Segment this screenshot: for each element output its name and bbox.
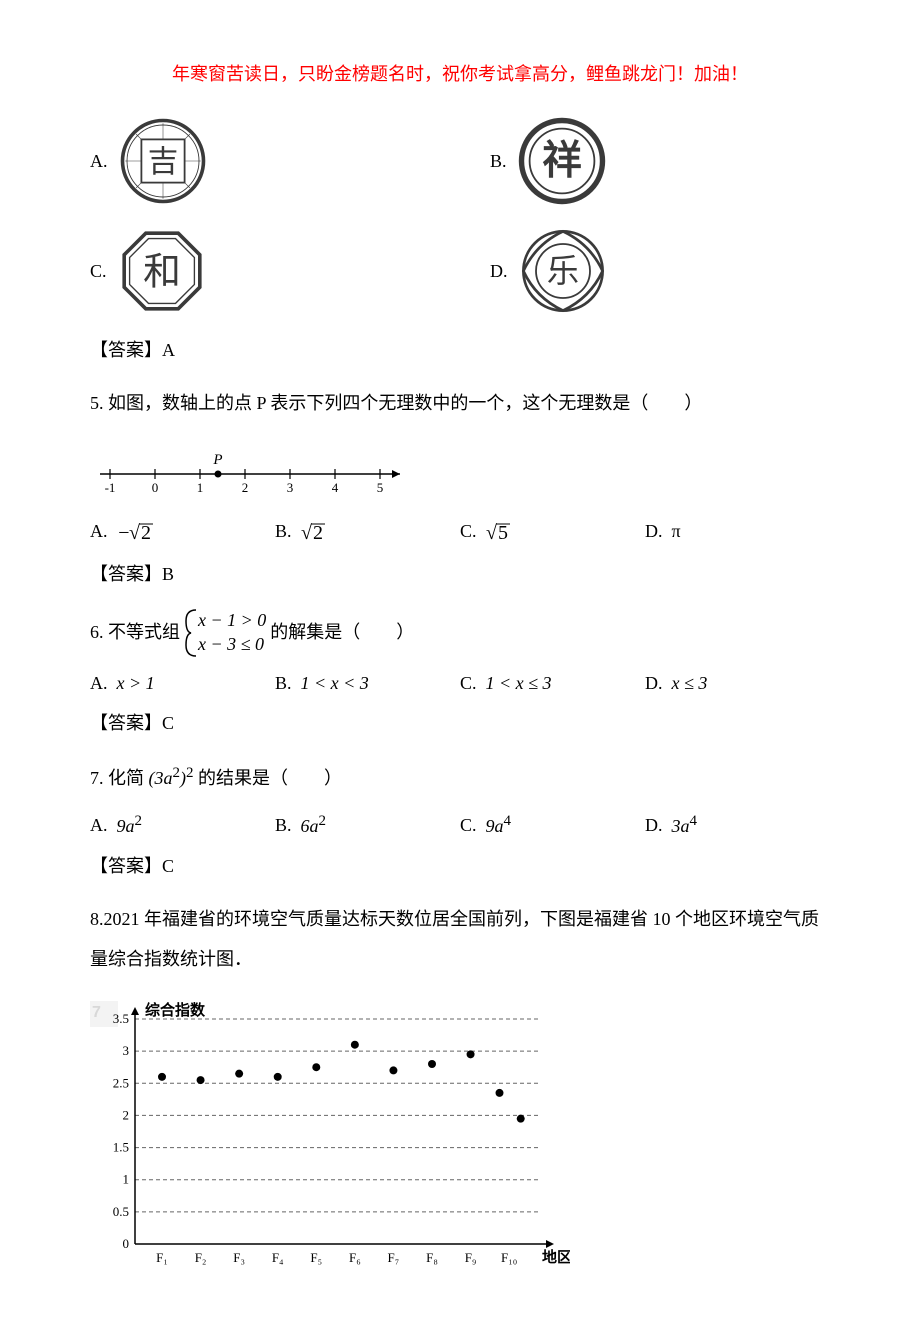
option-label: A. [90,521,108,542]
svg-text:5: 5 [377,480,384,494]
svg-text:0.5: 0.5 [113,1204,129,1219]
q7-option-a: A. 9a2 [90,813,275,837]
system-eq1: x − 1 > 0 [198,609,266,632]
q8-text: 8.2021 年福建省的环境空气质量达标天数位居全国前列，下图是福建省 10 个… [90,900,830,979]
q5-answer: 【答案】B [90,560,830,586]
q7-text: 7. 化简 (3a2)2 的结果是（ ） [90,757,830,799]
q4-row-2: C. 和 D. 乐 [90,226,830,316]
q6-options: A. x > 1 B. 1 < x < 3 C. 1 < x ≤ 3 D. x … [90,673,830,694]
svg-text:F₄: F₄ [272,1250,284,1265]
math-pi: π [672,521,681,542]
math-sqrt2-icon: √2 [301,519,331,545]
q6-option-c: C. 1 < x ≤ 3 [460,673,645,694]
svg-text:1: 1 [123,1172,130,1187]
svg-text:0: 0 [152,480,159,494]
q7-answer: 【答案】C [90,852,830,878]
svg-text:1: 1 [197,480,204,494]
math-neg-sqrt2-icon: −√2 [117,519,157,545]
svg-text:√: √ [129,522,140,544]
q6-option-d: D. x ≤ 3 [645,673,830,694]
option-label: C. [460,521,477,542]
q4-option-c: C. 和 [90,226,490,316]
brace-icon [184,608,198,658]
svg-text:3: 3 [123,1044,130,1059]
svg-text:F₈: F₈ [426,1250,438,1265]
q4-option-b: B. 祥 [490,116,607,206]
svg-text:F₉: F₉ [465,1250,477,1265]
svg-text:2: 2 [123,1108,130,1123]
q4-row-1: A. 吉 B. 祥 [90,116,830,206]
q5-option-d: D. π [645,519,830,545]
svg-text:0: 0 [123,1236,130,1251]
svg-text:√: √ [301,522,312,544]
option-label: B. [490,151,507,172]
svg-text:5: 5 [498,522,508,544]
q6-answer: 【答案】C [90,709,830,735]
svg-text:F₇: F₇ [388,1250,400,1265]
svg-text:2.5: 2.5 [113,1076,129,1091]
svg-text:2: 2 [313,522,323,544]
q4-option-d: D. 乐 [490,226,608,316]
medallion-icon-he: 和 [117,226,207,316]
svg-text:F₂: F₂ [195,1250,207,1265]
q7-options: A. 9a2 B. 6a2 C. 9a4 D. 3a4 [90,813,830,837]
q6-text: 6. 不等式组 x − 1 > 0 x − 3 ≤ 0 的解集是（ ） [90,608,830,658]
q4-option-a: A. 吉 [90,116,490,206]
svg-text:地区: 地区 [542,1248,570,1266]
svg-text:F₃: F₃ [233,1250,245,1265]
number-line-figure: -1 0 1 2 3 4 5 P [90,439,830,499]
svg-text:乐: 乐 [546,254,578,290]
svg-text:F₁₀: F₁₀ [501,1250,517,1265]
svg-text:√: √ [486,522,497,544]
q6-option-b: B. 1 < x < 3 [275,673,460,694]
svg-text:吉: 吉 [147,145,178,179]
air-quality-chart: 700.511.522.533.5综合指数地区F₁F₂F₃F₄F₅F₆F₇F₈F… [90,999,830,1279]
svg-text:综合指数: 综合指数 [145,1001,206,1019]
q6-option-a: A. x > 1 [90,673,275,694]
page-header-text: 年寒窗苦读日，只盼金榜题名时，祝你考试拿高分，鲤鱼跳龙门！加油！ [90,60,830,86]
medallion-icon-ji: 吉 [118,116,208,206]
svg-text:F₆: F₆ [349,1250,361,1265]
system-eq2: x − 3 ≤ 0 [198,633,266,656]
svg-text:P: P [212,452,222,468]
svg-text:祥: 祥 [542,139,582,183]
q5-options: A. −√2 B. √2 C. √5 D. π [90,519,830,545]
option-label: A. [90,151,108,172]
medallion-icon-xiang: 祥 [517,116,607,206]
q7-option-c: C. 9a4 [460,813,645,837]
q5-option-c: C. √5 [460,519,645,545]
q5-option-a: A. −√2 [90,519,275,545]
svg-text:-1: -1 [105,480,116,494]
option-label: D. [490,261,508,282]
svg-text:F₁: F₁ [156,1250,168,1265]
q7-option-d: D. 3a4 [645,813,830,837]
svg-text:2: 2 [242,480,249,494]
svg-text:1.5: 1.5 [113,1140,129,1155]
option-label: B. [275,521,292,542]
svg-text:4: 4 [332,480,339,494]
option-label: D. [645,521,663,542]
q4-answer: 【答案】A [90,336,830,362]
q5-text: 5. 如图，数轴上的点 P 表示下列四个无理数中的一个，这个无理数是（ ） [90,384,830,424]
svg-text:2: 2 [141,522,151,544]
q7-option-b: B. 6a2 [275,813,460,837]
medallion-icon-le: 乐 [518,226,608,316]
svg-text:和: 和 [143,252,181,294]
svg-text:3: 3 [287,480,294,494]
q5-option-b: B. √2 [275,519,460,545]
svg-text:3.5: 3.5 [113,1011,129,1026]
svg-text:F₅: F₅ [310,1250,322,1265]
option-label: C. [90,261,107,282]
math-sqrt5-icon: √5 [486,519,516,545]
